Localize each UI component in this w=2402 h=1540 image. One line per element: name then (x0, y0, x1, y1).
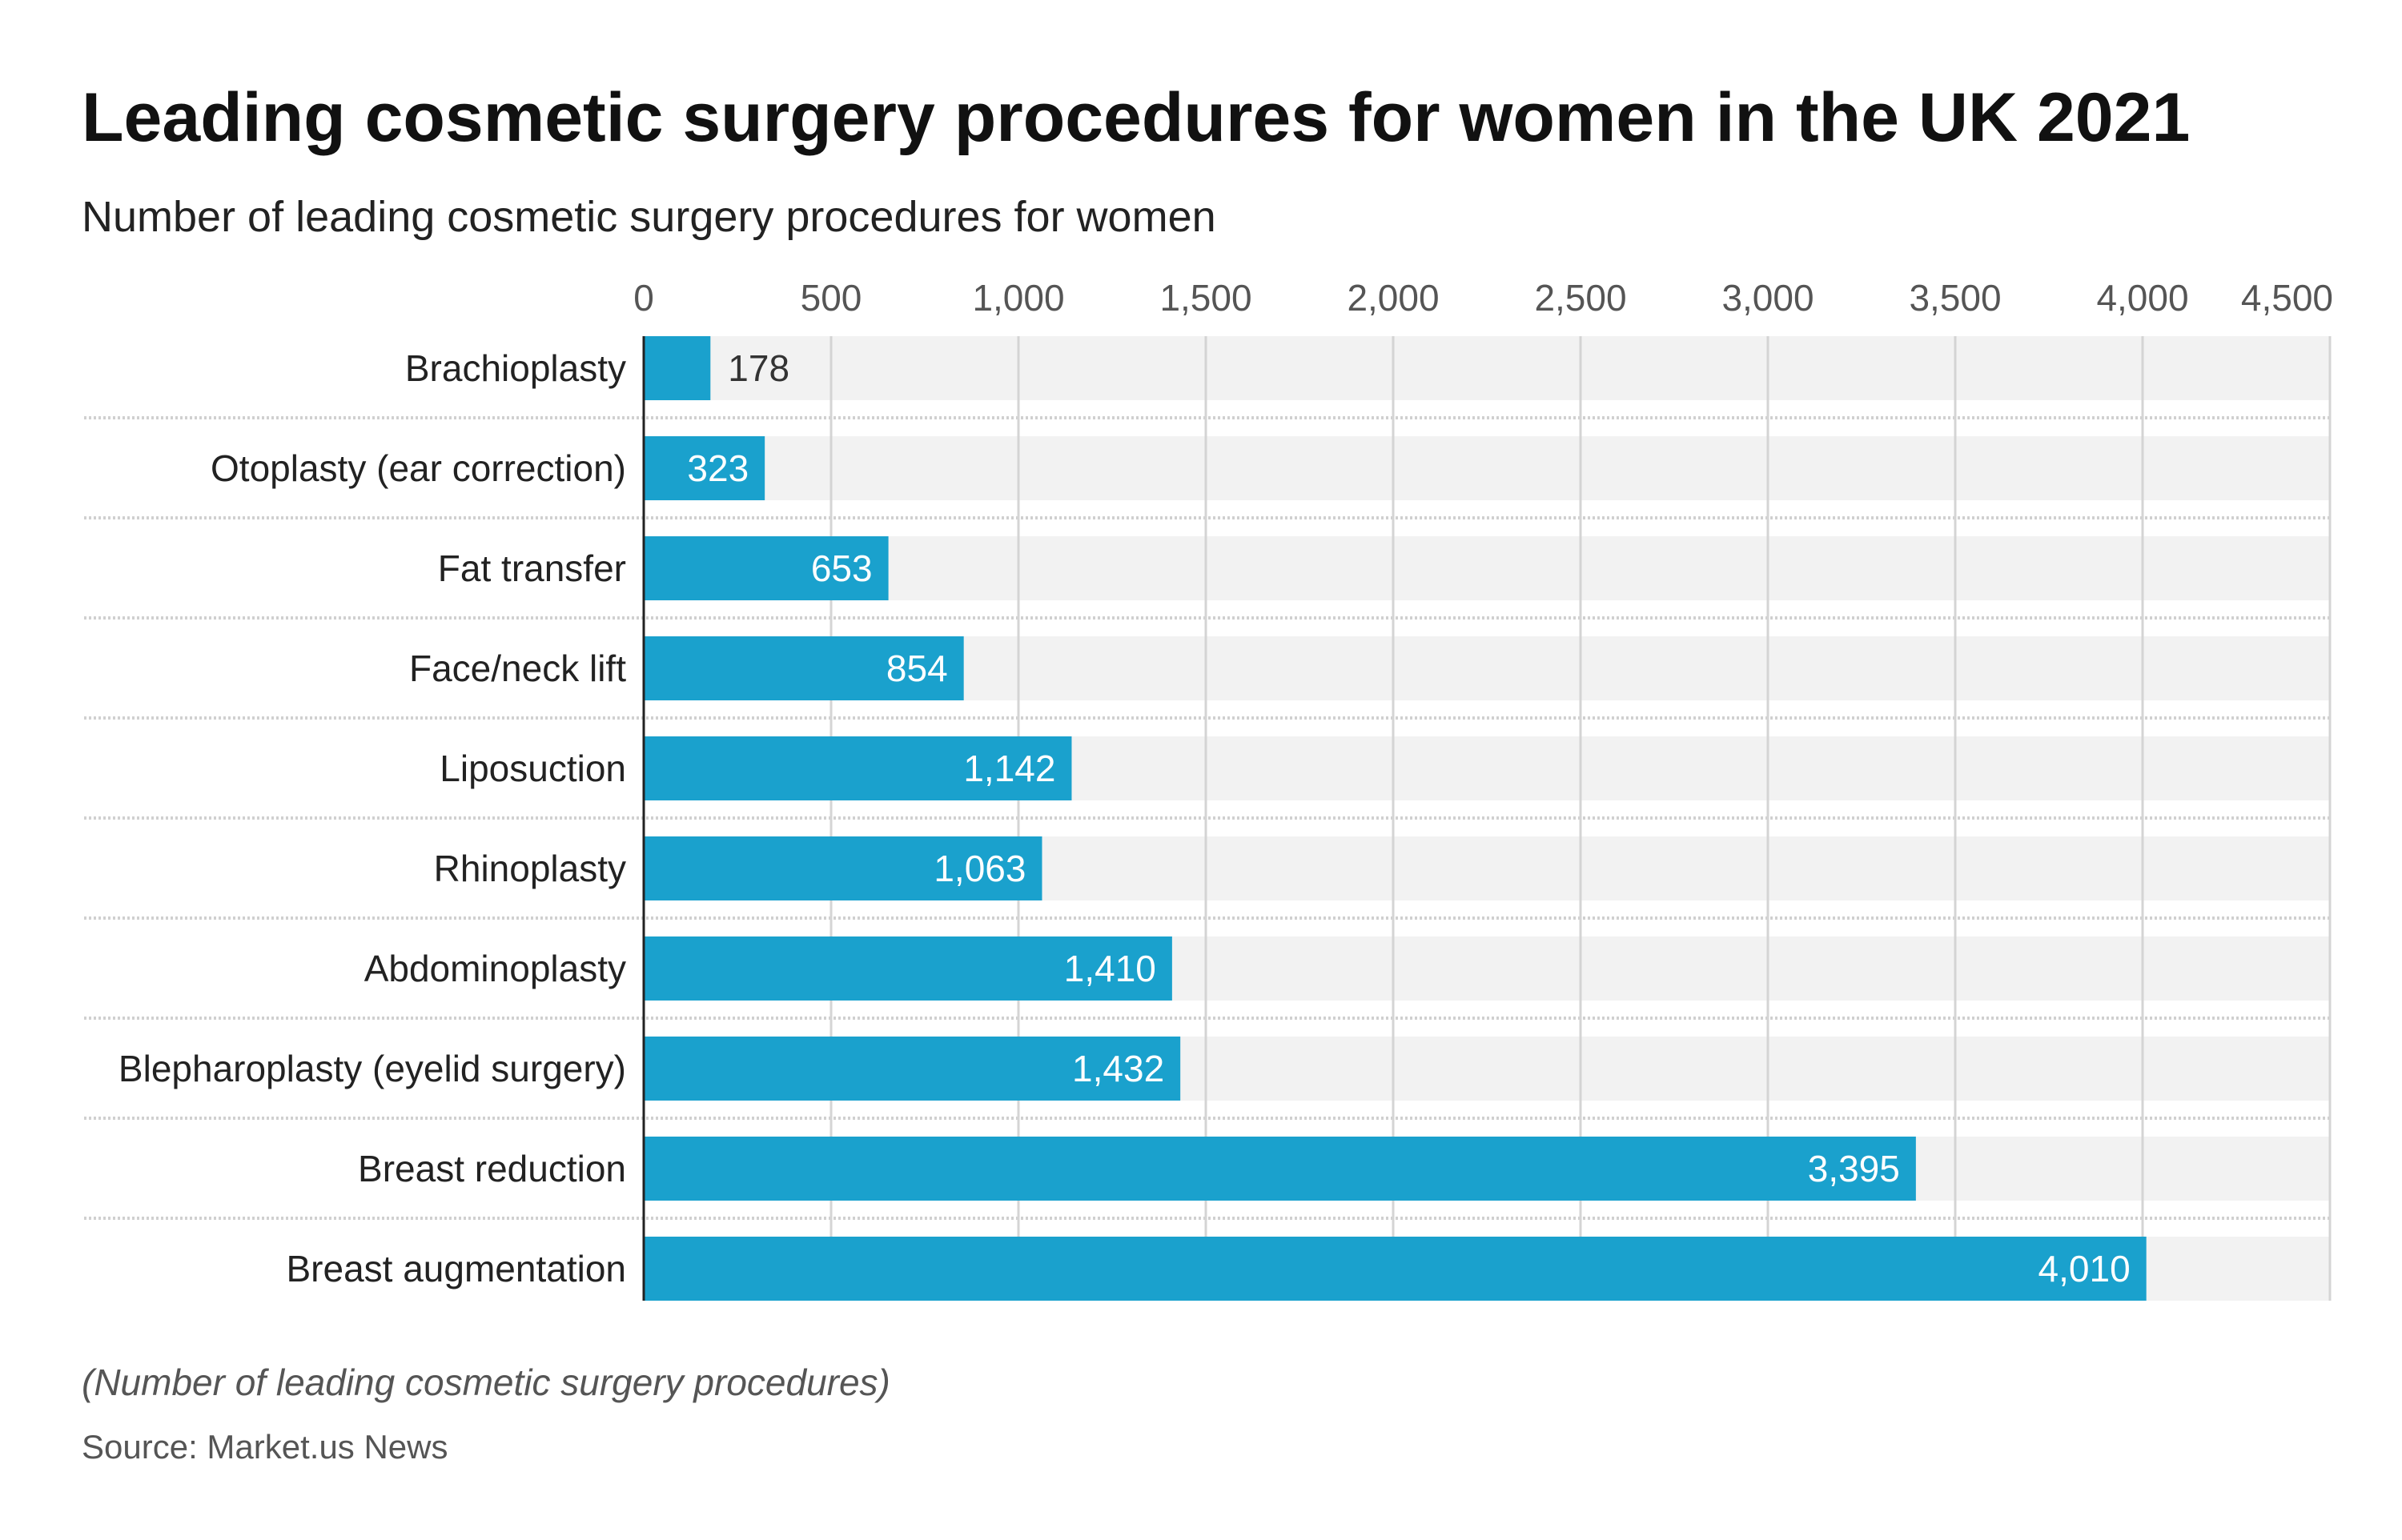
bar (644, 1037, 1181, 1101)
bar (644, 736, 1072, 800)
x-tick-label: 2,000 (1347, 277, 1439, 319)
x-tick-label: 3,000 (1721, 277, 1814, 319)
category-label: Face/neck lift (409, 648, 626, 689)
x-tick-label: 1,000 (972, 277, 1064, 319)
bar (644, 1137, 1916, 1201)
category-label: Rhinoplasty (434, 848, 626, 889)
x-tick-label: 0 (633, 277, 654, 319)
chart-subtitle: Number of leading cosmetic surgery proce… (82, 193, 1216, 241)
bar (644, 836, 1042, 900)
bar (644, 1237, 2147, 1301)
bar (644, 336, 711, 400)
data-label: 1,142 (963, 748, 1055, 789)
bar (644, 636, 964, 700)
bar-track (644, 436, 2330, 500)
x-tick-label: 1,500 (1159, 277, 1251, 319)
data-label: 4,010 (2038, 1248, 2131, 1289)
source-credit: Source: Market.us News (82, 1428, 448, 1466)
category-label: Fat transfer (438, 547, 626, 589)
category-label: Breast reduction (358, 1148, 626, 1189)
chart-title: Leading cosmetic surgery procedures for … (82, 79, 2191, 156)
category-label: Brachioplasty (405, 347, 626, 389)
data-label: 178 (728, 347, 789, 389)
x-tick-label: 500 (801, 277, 862, 319)
x-tick-label: 4,000 (2096, 277, 2188, 319)
bar (644, 936, 1172, 1001)
data-label: 1,410 (1064, 948, 1156, 989)
bar (644, 536, 889, 600)
data-label: 323 (687, 447, 749, 489)
bar (644, 436, 765, 500)
bar-track (644, 536, 2330, 600)
category-label: Otoplasty (ear correction) (211, 447, 626, 489)
data-label: 653 (811, 547, 873, 589)
data-label: 854 (886, 648, 948, 689)
chart-note: (Number of leading cosmetic surgery proc… (82, 1362, 890, 1403)
category-label: Liposuction (440, 748, 626, 789)
data-label: 1,432 (1072, 1048, 1164, 1089)
data-label: 1,063 (934, 848, 1026, 889)
bar-track (644, 336, 2330, 400)
category-label: Abdominoplasty (364, 948, 626, 989)
category-label: Blepharoplasty (eyelid surgery) (118, 1048, 626, 1089)
x-tick-label: 3,500 (1909, 277, 2001, 319)
x-tick-label: 4,500 (2241, 277, 2333, 319)
category-label: Breast augmentation (287, 1248, 627, 1289)
x-tick-label: 2,500 (1534, 277, 1626, 319)
data-label: 3,395 (1808, 1148, 1900, 1189)
